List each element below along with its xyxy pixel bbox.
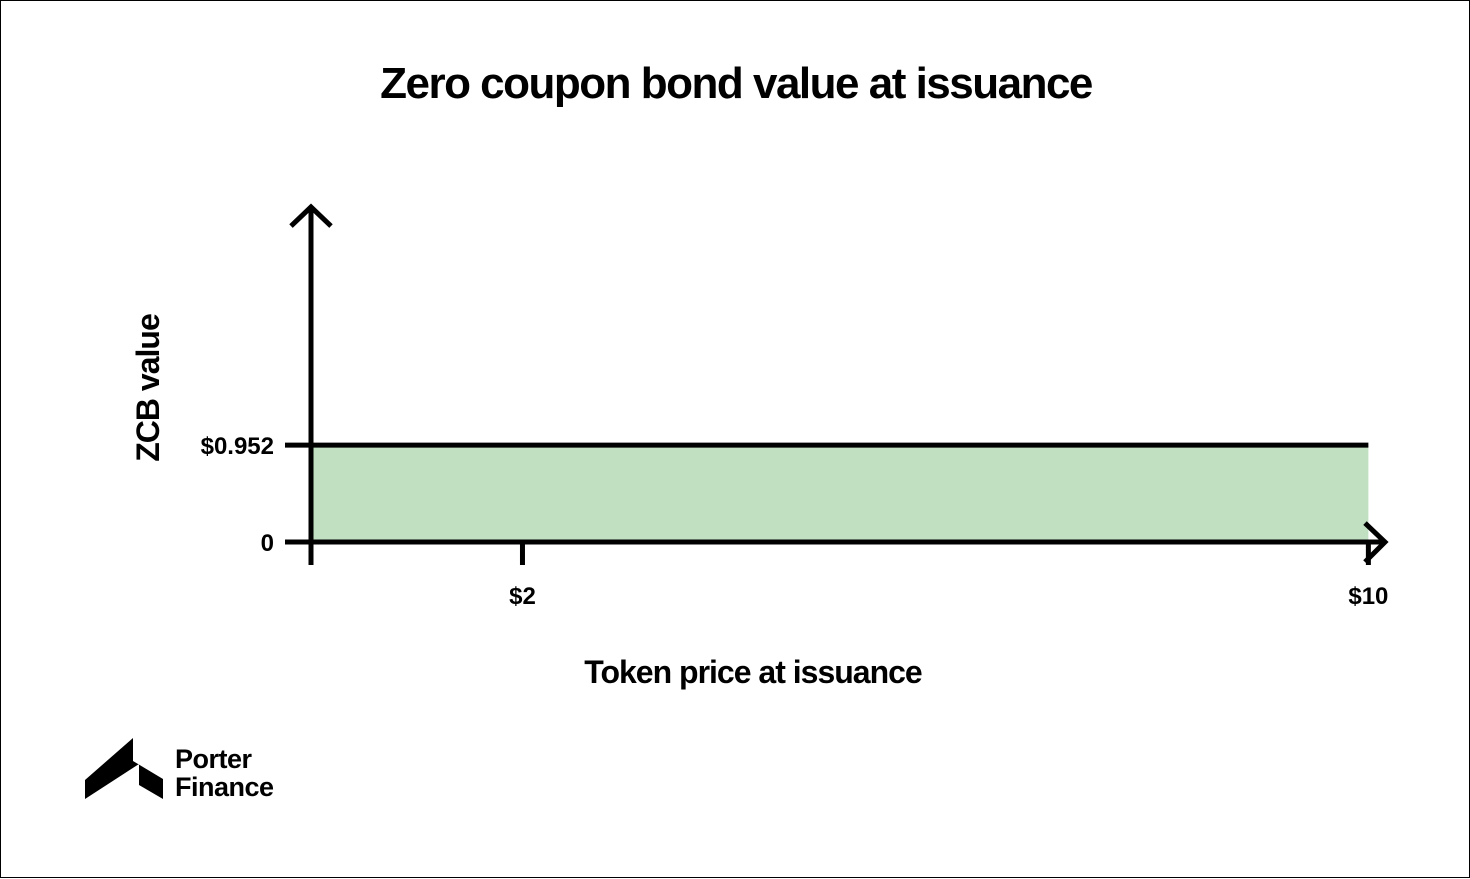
plot-area — [311, 442, 1369, 542]
x-axis-arrowhead — [1363, 521, 1389, 564]
y-tick-label-0: 0 — [261, 530, 274, 557]
porter-finance-logo-icon — [85, 738, 163, 799]
x-tick-label-1: $10 — [1348, 583, 1388, 610]
x-axis-title: Token price at issuance — [584, 654, 922, 690]
logo-wordmark: Porter Finance — [175, 745, 274, 801]
logo-line-porter: Porter — [175, 744, 252, 774]
y-tick-label-1: $0.952 — [201, 433, 274, 460]
x-tick-label-0: $2 — [509, 583, 536, 610]
y-axis-arrowhead — [289, 203, 333, 228]
y-axis-title: ZCB value — [130, 314, 166, 462]
axes — [285, 203, 1389, 565]
area-fill — [311, 445, 1369, 542]
logo-line-finance: Finance — [175, 772, 274, 802]
chart-title: Zero coupon bond value at issuance — [380, 59, 1093, 108]
porter-finance-logo: Porter Finance — [85, 736, 305, 802]
ticks: $2 $10 0 $0.952 — [201, 433, 1389, 610]
